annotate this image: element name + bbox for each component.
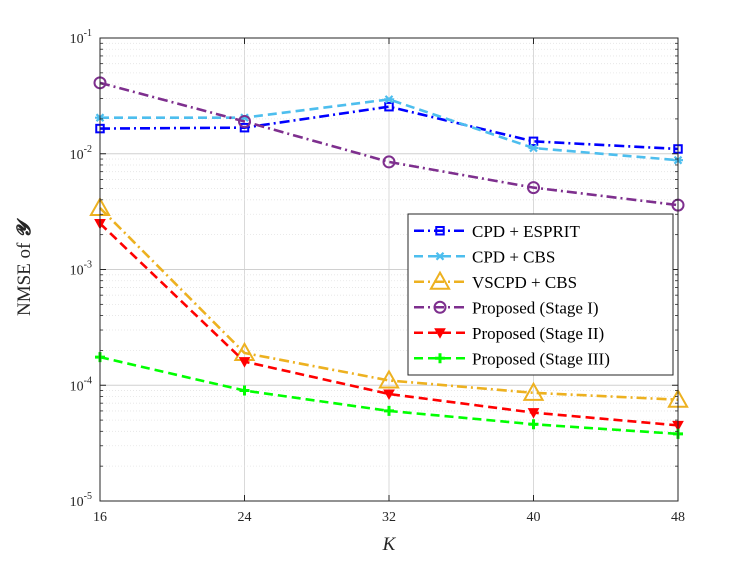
legend-item: Proposed (Stage III) <box>414 349 610 368</box>
y-tick-exponent: -2 <box>84 144 92 155</box>
series-line <box>100 98 679 162</box>
legend: CPD + ESPRIT CPD + CBS VSCPD + CBS Proposed… <box>407 213 674 376</box>
marker-square <box>435 226 445 236</box>
marker-plus <box>528 419 539 430</box>
legend-label: Proposed (Stage I) <box>472 298 599 317</box>
marker-triangle-up <box>522 381 545 401</box>
y-tick-label: 10-3 <box>70 260 92 279</box>
y-tick-exponent: -4 <box>84 375 92 386</box>
marker-square <box>384 101 394 112</box>
marker-plus <box>435 353 445 364</box>
x-tick-label: 40 <box>527 510 541 525</box>
legend-item: VSCPD + CBS <box>414 270 577 292</box>
legend-item: CPD + ESPRIT <box>414 222 580 241</box>
series-line <box>99 207 679 402</box>
y-tick-label: 10-1 <box>70 28 92 47</box>
marker-square <box>528 136 539 147</box>
marker-triangle-down <box>527 408 540 419</box>
marker-triangle-down <box>434 328 446 339</box>
y-tick-label: 10-4 <box>70 375 92 394</box>
y-tick-exponent: -3 <box>84 260 92 271</box>
marker-circle <box>433 300 447 314</box>
x-tick-label: 32 <box>382 510 396 525</box>
series-line <box>99 105 679 151</box>
legend-label: Proposed (Stage II) <box>472 324 604 343</box>
x-tick-label: 48 <box>671 510 685 525</box>
y-tick-base: 10 <box>70 148 84 163</box>
grid-layer <box>100 38 678 501</box>
legend-label: CPD + CBS <box>472 247 555 266</box>
y-tick-label: 10-5 <box>70 491 92 510</box>
marker-circle <box>238 114 251 128</box>
y-axis-label: NMSE of 𝓨 <box>14 218 35 316</box>
marker-circle <box>382 155 396 169</box>
y-axis-label-prefix: NMSE of <box>14 238 35 316</box>
marker-circle <box>527 181 540 195</box>
y-tick-exponent: -1 <box>84 28 92 39</box>
y-axis-label-symbol: 𝓨 <box>14 218 35 238</box>
marker-asterisk <box>528 143 539 153</box>
x-tick-label: 24 <box>238 510 252 525</box>
y-tick-base: 10 <box>70 32 84 47</box>
legend-label: VSCPD + CBS <box>472 273 577 292</box>
legend-item: Proposed (Stage II) <box>414 324 604 343</box>
y-tick-label: 10-2 <box>70 144 92 163</box>
y-tick-base: 10 <box>70 495 84 510</box>
series-proposed-stage-ii <box>94 218 684 432</box>
marker-asterisk <box>435 251 445 261</box>
legend-label: CPD + ESPRIT <box>472 222 580 241</box>
y-tick-base: 10 <box>70 264 84 279</box>
x-tick-label: 16 <box>93 510 107 525</box>
y-tick-base: 10 <box>70 379 84 394</box>
marker-plus <box>239 385 250 396</box>
marker-triangle-up <box>429 270 451 290</box>
legend-label: Proposed (Stage III) <box>472 349 610 368</box>
series-line <box>99 81 679 207</box>
marker-square <box>239 122 250 133</box>
legend-item: Proposed (Stage I) <box>414 298 599 317</box>
marker-asterisk <box>384 95 394 104</box>
marker-plus <box>384 405 394 416</box>
series-line <box>99 222 679 427</box>
marker-triangle-up <box>378 369 400 389</box>
y-tick-exponent: -5 <box>84 491 92 502</box>
legend-box <box>407 213 674 376</box>
marker-triangle-down <box>238 357 251 368</box>
legend-item: CPD + CBS <box>414 247 555 266</box>
marker-triangle-down <box>383 389 395 401</box>
x-axis-label: K <box>382 534 397 555</box>
